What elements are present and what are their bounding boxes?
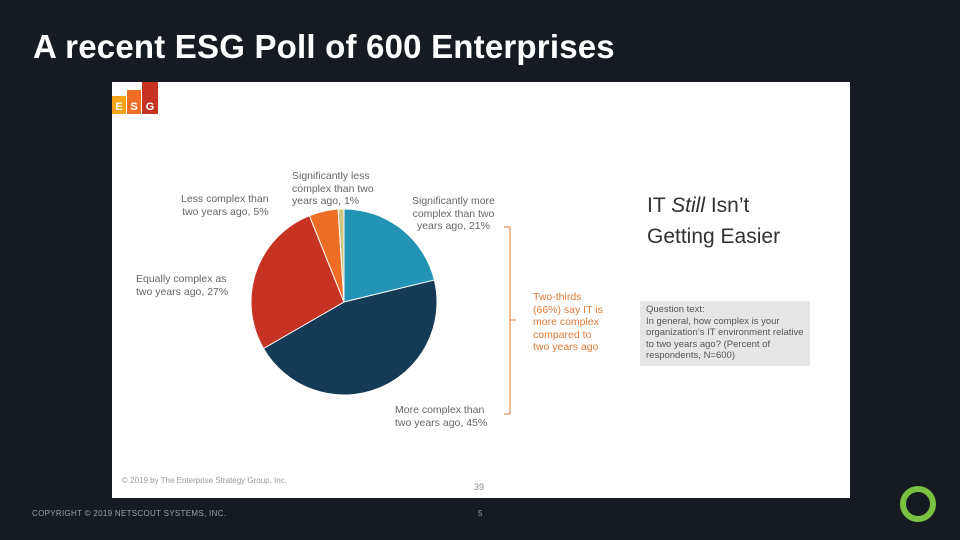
label-less-complex: Less complex than two years ago, 5% (181, 193, 269, 218)
slide-number: 5 (478, 509, 483, 518)
slide-title: A recent ESG Poll of 600 Enterprises (33, 28, 615, 65)
two-thirds-callout: Two-thirds (66%) say IT is more complex … (533, 291, 603, 353)
label-significantly-more: Significantly more complex than two year… (412, 195, 495, 232)
copyright-text: COPYRIGHT © 2019 NETSCOUT SYSTEMS, INC. (32, 509, 227, 518)
label-significantly-less: Significantly less complex than two year… (292, 170, 374, 207)
svg-text:G: G (146, 101, 155, 113)
esg-logo: E S G (112, 82, 158, 114)
netscout-logo-icon (900, 486, 936, 522)
pie-chart (250, 208, 516, 415)
figure-page-number: 39 (474, 482, 485, 492)
question-text-box: Question text: In general, how complex i… (640, 301, 810, 366)
label-more-complex: More complex than two years ago, 45% (395, 404, 488, 429)
poll-figure: Significantly less complex than two year… (112, 82, 850, 498)
callout-bracket (504, 226, 516, 415)
source-note: © 2019 by The Enterprise Strategy Group,… (122, 476, 287, 485)
slice-significantly-more (343, 208, 435, 303)
svg-text:E: E (115, 101, 122, 113)
svg-text:S: S (130, 101, 137, 113)
slice-equally-complex (250, 215, 345, 350)
slice-significantly-less (337, 208, 345, 303)
slice-more-complex (262, 279, 438, 396)
label-equally-complex: Equally complex as two years ago, 27% (136, 273, 229, 298)
figure-headline: IT Still Isn’t Getting Easier (647, 194, 781, 248)
